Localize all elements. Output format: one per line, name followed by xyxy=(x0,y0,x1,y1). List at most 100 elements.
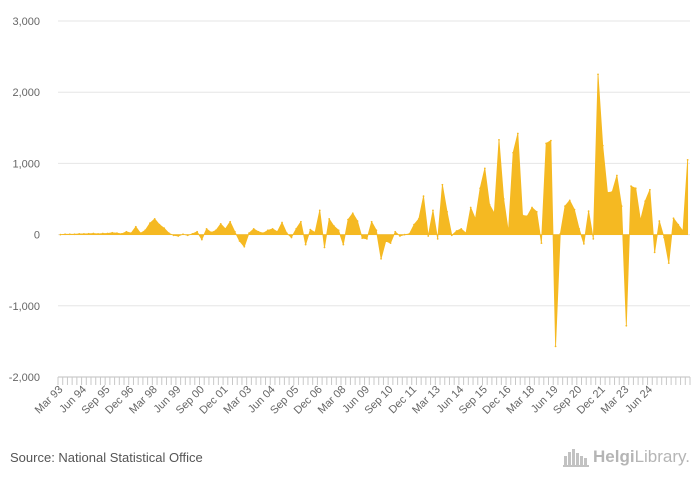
data-point-119 xyxy=(620,205,623,208)
data-point-50 xyxy=(295,228,298,230)
data-point-111 xyxy=(582,242,585,245)
data-point-109 xyxy=(573,208,576,211)
data-point-73 xyxy=(403,233,406,236)
data-point-45 xyxy=(271,228,274,230)
data-point-107 xyxy=(564,205,566,208)
data-point-54 xyxy=(314,231,316,234)
data-point-87 xyxy=(469,206,472,209)
data-point-90 xyxy=(483,167,486,170)
data-point-62 xyxy=(351,212,354,215)
data-point-129 xyxy=(667,262,670,264)
data-point-118 xyxy=(616,174,618,177)
data-point-114 xyxy=(597,73,599,76)
data-point-49 xyxy=(290,236,293,239)
data-point-130 xyxy=(672,217,675,220)
data-point-108 xyxy=(568,199,571,202)
brand-prefix: Helgi xyxy=(593,447,635,466)
x-axis xyxy=(57,376,691,385)
data-point-77 xyxy=(422,195,425,198)
y-tick-label-2: 1,000 xyxy=(12,158,40,170)
data-point-35 xyxy=(224,228,227,230)
data-point-95 xyxy=(507,230,510,233)
y-tick-label-0: 3,000 xyxy=(12,16,40,28)
data-point-30 xyxy=(200,238,203,241)
data-point-34 xyxy=(219,223,222,225)
data-point-32 xyxy=(210,231,213,234)
data-point-13 xyxy=(120,232,123,235)
data-point-131 xyxy=(677,223,680,226)
data-point-27 xyxy=(186,234,189,237)
data-point-100 xyxy=(531,206,533,209)
y-tick-label-4: -1,000 xyxy=(9,301,40,313)
data-point-11 xyxy=(111,231,114,234)
data-point-104 xyxy=(549,139,552,142)
data-point-120 xyxy=(625,324,628,327)
data-point-74 xyxy=(408,232,411,235)
data-point-75 xyxy=(413,223,415,226)
data-point-97 xyxy=(516,132,519,135)
data-point-67 xyxy=(375,229,378,232)
data-point-121 xyxy=(630,185,632,188)
data-point-84 xyxy=(455,230,458,232)
data-point-55 xyxy=(318,209,321,212)
data-point-68 xyxy=(380,257,382,260)
data-point-69 xyxy=(384,240,387,242)
city-skyline-icon xyxy=(563,449,589,467)
data-point-23 xyxy=(167,232,170,235)
data-point-122 xyxy=(634,187,637,190)
data-point-48 xyxy=(285,232,288,235)
data-point-102 xyxy=(540,242,543,245)
data-point-99 xyxy=(526,215,529,217)
data-point-72 xyxy=(399,235,401,237)
data-point-2 xyxy=(68,233,71,236)
data-point-115 xyxy=(601,144,604,147)
data-point-113 xyxy=(592,237,595,240)
data-point-125 xyxy=(649,188,651,191)
data-point-42 xyxy=(257,230,260,233)
data-point-89 xyxy=(479,187,482,190)
data-point-17 xyxy=(139,232,142,235)
y-axis-labels: 3,000 2,000 1,000 0 -1,000 -2,000 xyxy=(9,16,40,384)
source-note: Source: National Statistical Office xyxy=(10,450,203,465)
data-point-82 xyxy=(446,210,448,213)
data-point-76 xyxy=(417,218,420,220)
data-point-128 xyxy=(663,236,665,239)
data-point-58 xyxy=(333,225,335,227)
data-point-71 xyxy=(394,230,397,233)
data-point-53 xyxy=(309,228,312,231)
data-point-41 xyxy=(252,228,255,230)
data-point-105 xyxy=(554,345,557,348)
data-point-18 xyxy=(144,229,147,232)
data-point-20 xyxy=(153,218,156,220)
data-point-132 xyxy=(682,230,684,232)
data-point-26 xyxy=(182,233,184,236)
data-point-83 xyxy=(450,234,453,237)
data-point-85 xyxy=(460,228,463,230)
data-point-43 xyxy=(262,232,265,235)
data-point-47 xyxy=(281,221,283,224)
data-point-36 xyxy=(229,220,232,223)
data-point-29 xyxy=(196,230,199,233)
y-tick-label-5: -2,000 xyxy=(9,372,40,384)
data-point-21 xyxy=(158,223,161,226)
data-point-65 xyxy=(366,237,368,240)
data-point-3 xyxy=(73,233,76,236)
data-point-79 xyxy=(432,209,434,212)
data-point-126 xyxy=(653,251,656,254)
data-point-78 xyxy=(427,235,430,237)
y-tick-label-3: 0 xyxy=(34,230,40,242)
data-point-57 xyxy=(328,218,331,220)
data-point-46 xyxy=(276,230,279,233)
data-point-103 xyxy=(545,142,548,145)
data-point-60 xyxy=(342,243,345,246)
data-point-106 xyxy=(559,232,562,235)
data-point-22 xyxy=(163,227,166,230)
data-point-123 xyxy=(639,219,642,222)
x-tick-label-25: Jun 24 xyxy=(623,384,655,416)
series-area xyxy=(59,73,689,348)
data-point-8 xyxy=(97,232,99,235)
helgi-library-logo[interactable]: Helgi Library. xyxy=(563,447,690,467)
data-point-52 xyxy=(304,243,307,246)
